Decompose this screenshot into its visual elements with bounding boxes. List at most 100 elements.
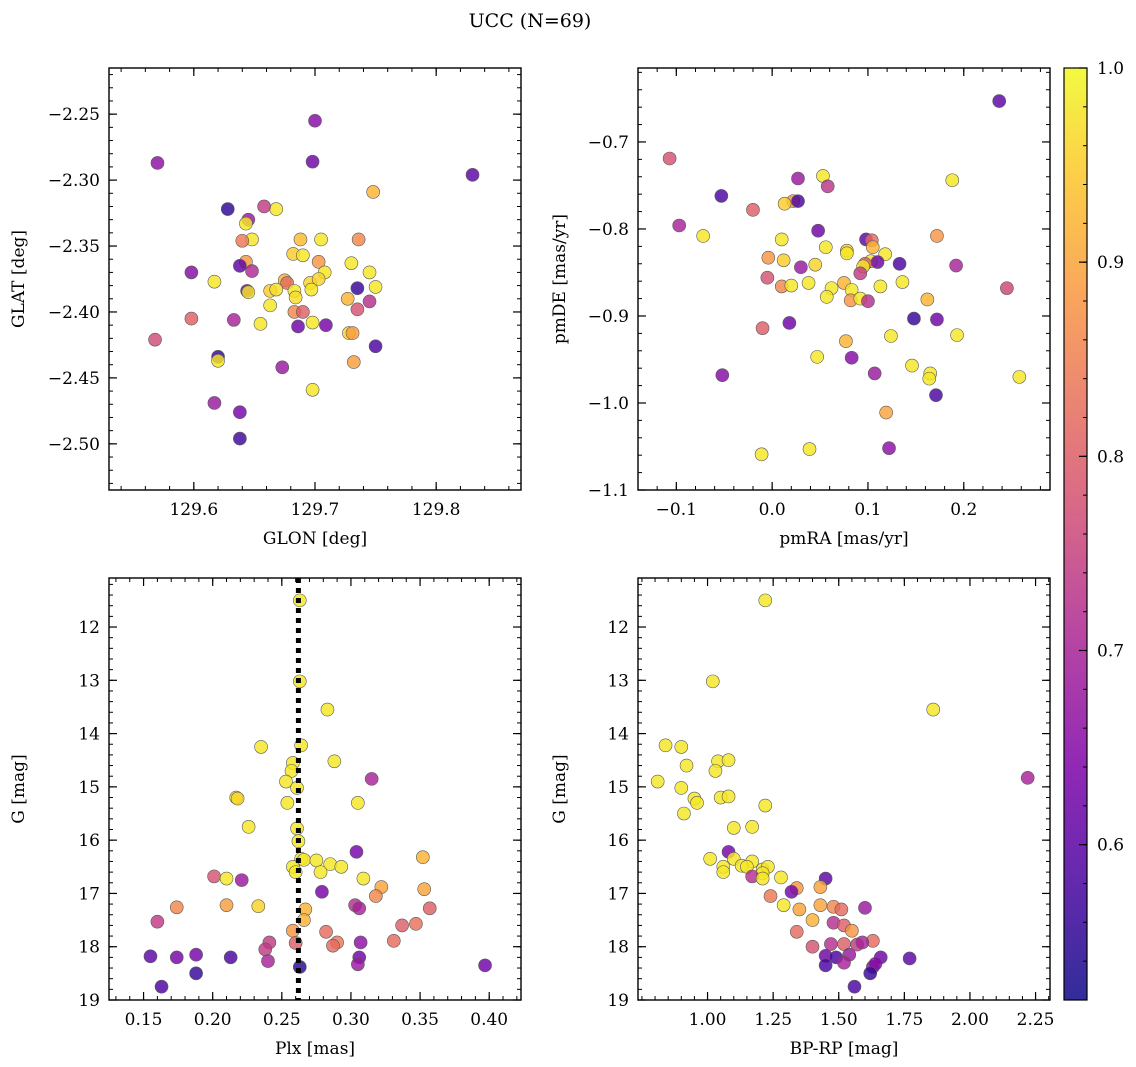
data-point [311, 255, 326, 269]
data-point [315, 885, 329, 899]
data-point [263, 298, 277, 313]
axes-frame [637, 577, 1051, 1001]
data-point [296, 248, 310, 263]
y-tick-label: 15 [607, 778, 629, 798]
data-point [789, 924, 804, 939]
y-tick-label: −2.45 [48, 369, 100, 389]
data-point [716, 865, 731, 879]
data-point [674, 740, 689, 754]
y-tick-label: 13 [78, 671, 100, 691]
data-point [241, 285, 256, 299]
data-point [705, 674, 720, 689]
data-point [791, 171, 805, 186]
data-point [755, 321, 770, 335]
data-point [714, 189, 729, 203]
data-point [258, 942, 273, 957]
data-point [853, 266, 868, 281]
y-tick-label: 18 [78, 938, 100, 958]
data-point [791, 194, 805, 208]
data-point [344, 256, 359, 270]
minor-ticks [109, 578, 521, 1001]
y-axis-label: GLAT [deg] [9, 230, 29, 328]
data-point [844, 350, 859, 365]
data-point [368, 339, 383, 354]
data-point [905, 358, 919, 373]
y-tick-label: 13 [607, 671, 629, 691]
y-tick-label: 19 [78, 991, 100, 1011]
data-point [774, 870, 788, 885]
data-point [366, 185, 380, 199]
colorbar-tick-label: 1.0 [1097, 59, 1124, 79]
data-point [350, 302, 365, 317]
data-point [368, 280, 383, 294]
data-point [1020, 771, 1035, 785]
data-point [220, 202, 235, 216]
data-point [351, 957, 365, 972]
data-point [679, 758, 694, 773]
data-point [855, 935, 870, 950]
data-point [721, 753, 736, 768]
data-point [690, 796, 704, 810]
data-point [863, 966, 878, 981]
data-point [1012, 370, 1027, 384]
x-axis-label: GLON [deg] [263, 529, 367, 549]
data-point [293, 232, 308, 247]
y-tick-label: −2.35 [48, 237, 100, 257]
data-point [777, 196, 792, 211]
data-point [304, 282, 319, 297]
data-point [840, 246, 854, 261]
data-point [992, 94, 1007, 108]
data-point [703, 852, 717, 866]
y-tick-label: −2.25 [48, 105, 100, 125]
data-point [351, 232, 366, 247]
minor-ticks [638, 578, 1050, 1001]
colorbar-tick-label: 0.9 [1097, 253, 1124, 273]
data-point [369, 889, 383, 903]
data-point [802, 442, 817, 456]
x-axis-label: pmRA [mas/yr] [779, 529, 908, 549]
axes-frame [108, 67, 522, 491]
data-point [784, 885, 799, 899]
data-point [845, 923, 859, 938]
data-point [879, 405, 893, 420]
data-point [808, 257, 823, 272]
major-ticks [638, 578, 1050, 1001]
data-point [465, 168, 480, 182]
x-tick-label: 0.0 [759, 500, 786, 520]
y-tick-label: −0.8 [588, 220, 629, 240]
data-point [233, 431, 247, 446]
data-point [920, 292, 935, 307]
figure-title: UCC (N=69) [469, 10, 592, 32]
scatter-points [662, 94, 1027, 462]
data-point [907, 311, 921, 326]
data-point [326, 938, 340, 953]
data-point [922, 371, 937, 386]
data-point [674, 781, 689, 795]
y-tick-label: 16 [607, 831, 629, 851]
data-point [902, 951, 917, 966]
data-point [184, 311, 199, 326]
data-point [892, 256, 907, 271]
data-point [334, 859, 349, 874]
x-tick-label: 0.15 [125, 1010, 163, 1030]
y-tick-label: −0.7 [588, 133, 629, 153]
data-point [746, 203, 760, 217]
y-tick-label: 19 [607, 991, 629, 1011]
major-ticks [109, 68, 521, 490]
data-point [929, 388, 943, 402]
data-point [207, 274, 222, 289]
data-point [870, 255, 885, 269]
data-point [784, 278, 799, 293]
y-tick-label: 16 [78, 831, 100, 851]
y-tick-label: −1.0 [588, 394, 629, 414]
x-tick-label: 1.50 [820, 1010, 858, 1030]
data-point [882, 441, 896, 456]
data-point [805, 913, 820, 927]
data-point [257, 199, 271, 214]
y-tick-label: −2.50 [48, 435, 100, 455]
data-point [820, 179, 835, 194]
x-tick-label: 0.20 [194, 1010, 232, 1030]
data-point [245, 264, 259, 278]
data-point [745, 820, 759, 834]
